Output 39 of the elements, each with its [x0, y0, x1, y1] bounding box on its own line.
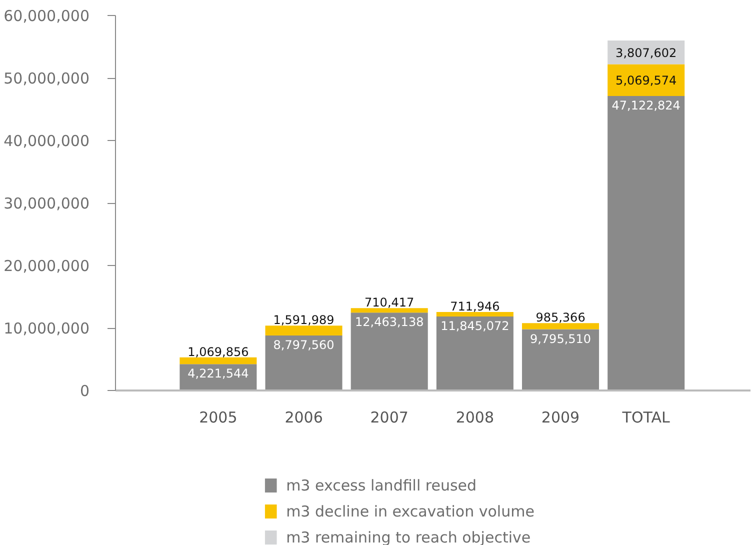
data-label: 5,069,574 [616, 74, 677, 88]
x-tick-label: 2006 [284, 408, 323, 426]
x-tick-label: 2009 [541, 408, 580, 426]
data-label: 1,069,856 [188, 344, 249, 359]
data-label: 985,366 [536, 310, 586, 325]
data-label: 47,122,824 [612, 98, 680, 112]
bar [522, 329, 600, 390]
data-label: 710,417 [364, 296, 414, 310]
bar [522, 323, 600, 330]
bar [350, 312, 428, 390]
data-label: 8,797,560 [273, 338, 334, 352]
y-tick-label: 10,000,000 [4, 320, 90, 338]
bar [436, 312, 514, 316]
x-tick-label: 2008 [456, 408, 494, 426]
y-tick-label: 60,000,000 [4, 7, 90, 25]
x-tick-label: TOTAL [621, 408, 671, 426]
bar [265, 336, 342, 390]
y-tick-label: 20,000,000 [4, 257, 90, 275]
data-label: 11,845,072 [440, 318, 510, 333]
data-label: 9,795,510 [530, 332, 592, 346]
x-tick-label: 2005 [199, 408, 238, 426]
bar [265, 326, 342, 336]
y-tick-label: 40,000,000 [4, 132, 90, 150]
bar [436, 316, 514, 390]
data-label: 4,221,544 [188, 366, 249, 381]
data-label: 711,946 [450, 300, 500, 314]
x-tick-label: 2007 [370, 408, 408, 426]
bar [608, 64, 685, 96]
y-tick-label: 50,000,000 [4, 70, 90, 88]
data-label: 1,591,989 [273, 313, 334, 328]
legend-label: m3 excess landfill reused [286, 476, 477, 494]
data-label: 3,807,602 [616, 46, 677, 60]
legend-label: m3 decline in excavation volume [286, 502, 534, 520]
bar [350, 308, 428, 313]
bar [180, 357, 257, 364]
bar [608, 96, 685, 390]
y-tick-label: 0 [80, 382, 90, 400]
data-label: 12,463,138 [355, 315, 424, 330]
y-tick-label: 30,000,000 [4, 194, 90, 212]
